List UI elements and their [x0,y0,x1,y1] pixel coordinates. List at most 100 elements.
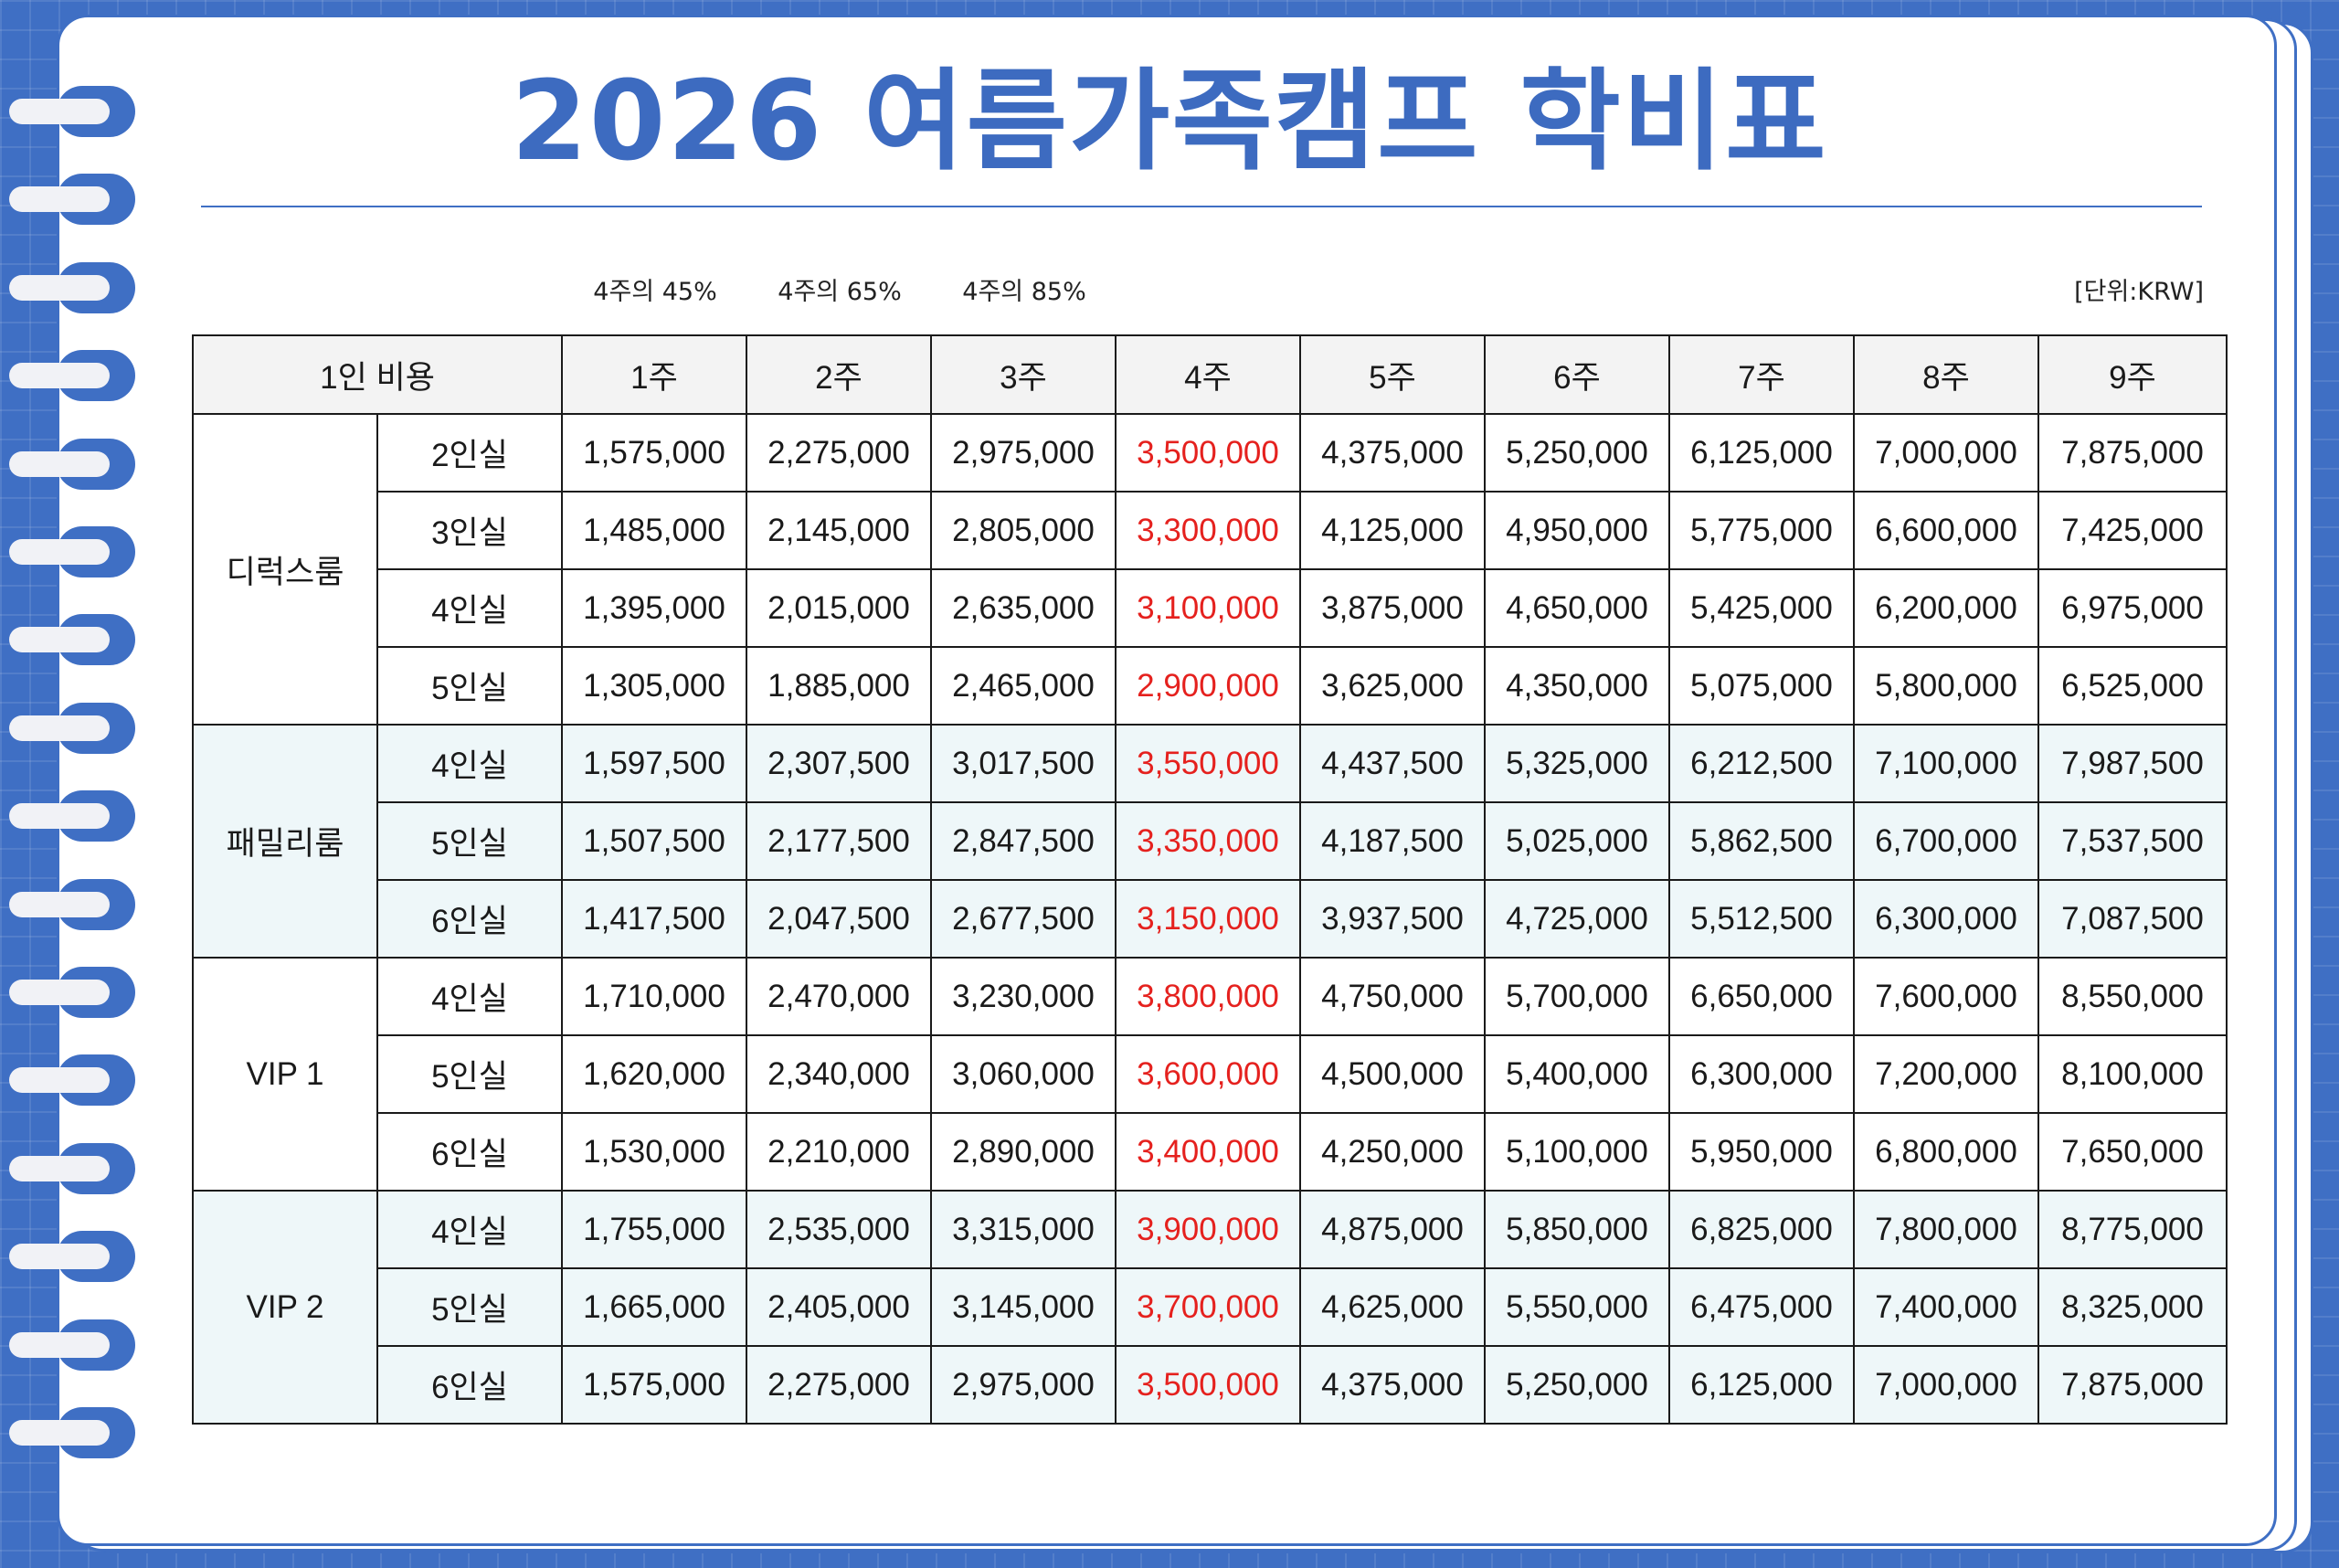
price-cell: 3,230,000 [930,957,1117,1036]
price-cell: 3,600,000 [1115,1034,1302,1114]
price-cell: 3,500,000 [1115,1345,1302,1425]
price-cell: 2,015,000 [746,568,933,648]
table-row: 패밀리룸 4인실 1,597,500 2,307,500 3,017,500 3,550,… [192,724,2228,959]
occupancy-cell: 4인실 [376,724,564,803]
occupancy-cell: 6인실 [376,1345,564,1425]
price-cell: 3,900,000 [1115,1190,1302,1269]
price-cell: 7,875,000 [2037,413,2228,493]
unit-label: [단위:KRW] [2074,278,2204,306]
price-cell: 1,305,000 [561,646,748,726]
occupancy-cell: 4인실 [376,568,564,648]
table-row: VIP 1 4인실 1,710,000 2,470,000 3,230,000 3,800… [192,957,2228,1192]
price-cell: 5,250,000 [1484,413,1671,493]
week-header: 2주 [746,334,933,415]
price-cell: 8,325,000 [2037,1267,2228,1347]
price-cell: 4,875,000 [1299,1190,1487,1269]
price-cell: 5,512,500 [1668,879,1856,959]
price-cell: 1,530,000 [561,1112,748,1192]
table-row: 3인실 1,485,000 2,145,000 2,805,000 3,300,000 4… [193,491,2228,570]
table-row: VIP 2 4인실 1,755,000 2,535,000 3,315,000 3,900… [192,1190,2228,1425]
price-cell: 5,325,000 [1484,724,1671,803]
price-cell: 6,300,000 [1853,879,2040,959]
price-cell: 5,425,000 [1668,568,1856,648]
room-type-cell: VIP 2 [192,1190,378,1425]
price-cell: 6,825,000 [1668,1190,1856,1269]
price-cell: 2,890,000 [930,1112,1117,1192]
price-cell: 2,275,000 [746,1345,933,1425]
price-cell: 2,470,000 [746,957,933,1036]
price-cell: 6,125,000 [1668,1345,1856,1425]
price-cell: 3,315,000 [930,1190,1117,1269]
price-cell: 2,340,000 [746,1034,933,1114]
price-cell: 6,700,000 [1853,801,2040,881]
price-cell: 3,017,500 [930,724,1117,803]
price-cell: 1,885,000 [746,646,933,726]
price-cell: 1,507,500 [561,801,748,881]
price-cell: 6,125,000 [1668,413,1856,493]
price-cell: 6,975,000 [2037,568,2228,648]
price-cell: 5,850,000 [1484,1190,1671,1269]
price-cell: 1,417,500 [561,879,748,959]
price-cell: 3,550,000 [1115,724,1302,803]
price-cell: 2,405,000 [746,1267,933,1347]
price-cell: 6,600,000 [1853,491,2040,570]
price-cell: 7,000,000 [1853,1345,2040,1425]
price-cell: 8,550,000 [2037,957,2228,1036]
price-cell: 1,575,000 [561,413,748,493]
price-cell: 7,800,000 [1853,1190,2040,1269]
occupancy-cell: 5인실 [376,1034,564,1114]
week-header: 7주 [1668,334,1856,415]
price-cell: 4,375,000 [1299,1345,1487,1425]
price-cell: 4,375,000 [1299,413,1487,493]
price-cell: 2,177,500 [746,801,933,881]
price-cell: 3,875,000 [1299,568,1487,648]
note-week2: 4주의 65% [778,278,902,306]
week-header: 4주 [1115,334,1302,415]
room-type-cell: VIP 1 [192,957,378,1192]
price-cell: 5,700,000 [1484,957,1671,1036]
price-cell: 2,900,000 [1115,646,1302,726]
price-cell: 5,950,000 [1668,1112,1856,1192]
price-cell: 3,700,000 [1115,1267,1302,1347]
price-cell: 2,677,500 [930,879,1117,959]
price-cell: 3,937,500 [1299,879,1487,959]
price-cell: 4,125,000 [1299,491,1487,570]
occupancy-cell: 4인실 [376,957,564,1036]
week-header: 1주 [561,334,748,415]
price-cell: 4,650,000 [1484,568,1671,648]
price-cell: 4,250,000 [1299,1112,1487,1192]
price-cell: 5,100,000 [1484,1112,1671,1192]
price-cell: 6,200,000 [1853,568,2040,648]
room-type-cell: 패밀리룸 [192,724,378,959]
title-divider [201,206,2202,207]
price-cell: 5,550,000 [1484,1267,1671,1347]
price-cell: 4,725,000 [1484,879,1671,959]
price-cell: 2,975,000 [930,1345,1117,1425]
price-cell: 8,100,000 [2037,1034,2228,1114]
page-title: 2026 여름가족캠프 학비표 [511,58,1828,185]
table-row: 디럭스룸 2인실 1,575,000 2,275,000 2,975,000 3,500,… [192,413,2228,726]
price-cell: 6,800,000 [1853,1112,2040,1192]
table-row: 5인실 1,665,000 2,405,000 3,145,000 3,700,000 4… [193,1267,2228,1347]
price-cell: 7,875,000 [2037,1345,2228,1425]
price-cell: 4,350,000 [1484,646,1671,726]
price-cell: 7,537,500 [2037,801,2228,881]
price-cell: 4,950,000 [1484,491,1671,570]
price-cell: 5,250,000 [1484,1345,1671,1425]
table-row: 6인실 1,530,000 2,210,000 2,890,000 3,400,000 4… [193,1112,2228,1192]
price-cell: 7,100,000 [1853,724,2040,803]
price-cell: 3,350,000 [1115,801,1302,881]
week-header: 5주 [1299,334,1487,415]
occupancy-cell: 5인실 [376,1267,564,1347]
price-cell: 3,500,000 [1115,413,1302,493]
price-cell: 2,635,000 [930,568,1117,648]
price-cell: 2,145,000 [746,491,933,570]
price-cell: 2,975,000 [930,413,1117,493]
occupancy-cell: 2인실 [376,413,564,493]
price-cell: 4,750,000 [1299,957,1487,1036]
price-cell: 3,060,000 [930,1034,1117,1114]
price-cell: 6,650,000 [1668,957,1856,1036]
week-header: 8주 [1853,334,2040,415]
price-cell: 8,775,000 [2037,1190,2228,1269]
price-cell: 3,145,000 [930,1267,1117,1347]
